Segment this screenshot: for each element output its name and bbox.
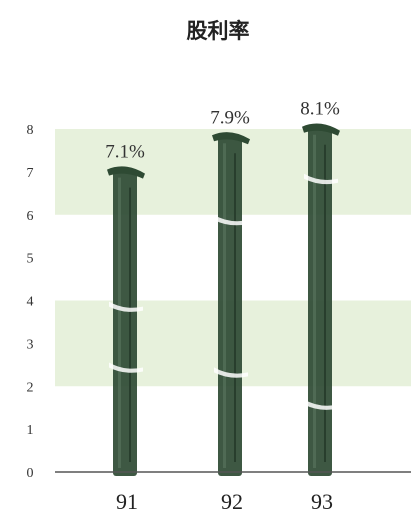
bar-91	[107, 166, 145, 476]
y-tick-label-0: 0	[27, 466, 34, 481]
x-axis-ticks: 91 92 93	[116, 489, 333, 514]
bars	[107, 123, 340, 476]
y-tick-label-2: 2	[27, 380, 34, 395]
data-labels: 7.1% 7.9% 8.1%	[105, 99, 340, 163]
x-tick-label-92: 92	[221, 489, 243, 514]
y-tick-label-8: 8	[27, 123, 34, 138]
data-label-93: 8.1%	[300, 99, 340, 120]
chart-title: 股利率	[187, 19, 250, 43]
y-tick-label-7: 7	[27, 166, 34, 181]
y-tick-label-3: 3	[27, 337, 34, 352]
bar-93	[302, 123, 340, 476]
bar-92	[212, 132, 250, 476]
y-tick-label-6: 6	[27, 209, 34, 224]
y-tick-label-1: 1	[27, 423, 34, 438]
y-tick-label-4: 4	[27, 295, 34, 310]
data-label-92: 7.9%	[210, 107, 250, 128]
x-tick-label-93: 93	[311, 489, 333, 514]
y-tick-label-5: 5	[27, 252, 34, 267]
data-label-91: 7.1%	[105, 142, 145, 163]
x-tick-label-91: 91	[116, 489, 138, 514]
y-axis-ticks: 0 1 2 3 4 5 6 7 8	[27, 123, 34, 481]
